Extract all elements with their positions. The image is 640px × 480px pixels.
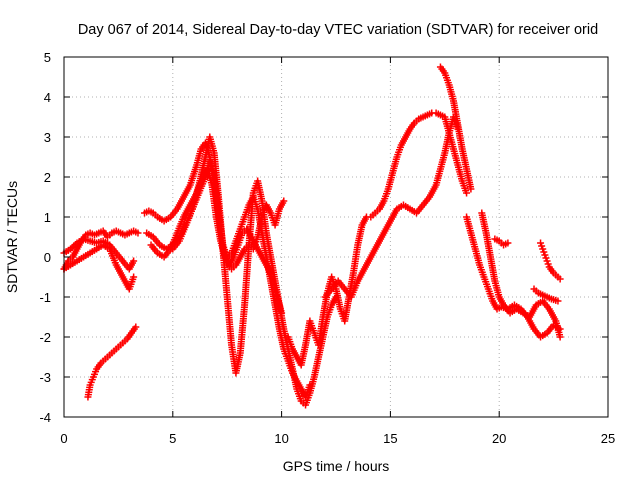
x-tick-label: 15 — [383, 431, 397, 446]
data-point — [554, 297, 562, 305]
y-tick-label: 4 — [44, 90, 51, 105]
data-points — [60, 63, 564, 409]
data-point — [463, 189, 471, 197]
data-point — [130, 273, 138, 281]
series-16 — [537, 239, 564, 283]
y-axis-label: SDTVAR / TECUs — [4, 181, 20, 293]
y-tick-label: 2 — [44, 170, 51, 185]
series-3 — [60, 235, 138, 273]
y-tick-label: 1 — [44, 210, 51, 225]
series-8 — [169, 157, 314, 401]
data-point — [130, 257, 138, 265]
data-point — [467, 185, 475, 193]
series-11 — [436, 63, 475, 193]
data-point — [556, 275, 564, 283]
series-4 — [84, 323, 140, 401]
plot-frame — [63, 56, 609, 418]
x-tick-label: 20 — [492, 431, 506, 446]
y-tick-label: -4 — [39, 410, 51, 425]
data-point — [134, 229, 142, 237]
y-tick-label: 0 — [44, 250, 51, 265]
x-tick-label: 25 — [601, 431, 615, 446]
x-tick-label: 5 — [169, 431, 176, 446]
x-tick-label: 10 — [274, 431, 288, 446]
y-tick-label: -2 — [39, 330, 51, 345]
y-tick-label: 3 — [44, 130, 51, 145]
data-point — [280, 197, 288, 205]
y-tick-label: -3 — [39, 370, 51, 385]
tick-labels: 0 5 10 15 20 25 -4 -3 -2 -1 0 1 2 3 4 5 — [39, 50, 615, 446]
series-10 — [321, 113, 462, 301]
y-tick-label: -1 — [39, 290, 51, 305]
x-axis-label: GPS time / hours — [283, 458, 390, 474]
axis-ticks — [63, 56, 609, 418]
series-15 — [530, 285, 562, 305]
x-tick-label: 0 — [60, 431, 67, 446]
y-tick-label: 5 — [44, 50, 51, 65]
data-point — [306, 381, 314, 389]
data-point — [504, 239, 512, 247]
data-point — [132, 323, 140, 331]
data-point — [556, 333, 564, 341]
series-13 — [478, 209, 564, 341]
series-14 — [491, 235, 512, 249]
chart-title: Day 067 of 2014, Sidereal Day-to-day VTE… — [78, 22, 598, 38]
